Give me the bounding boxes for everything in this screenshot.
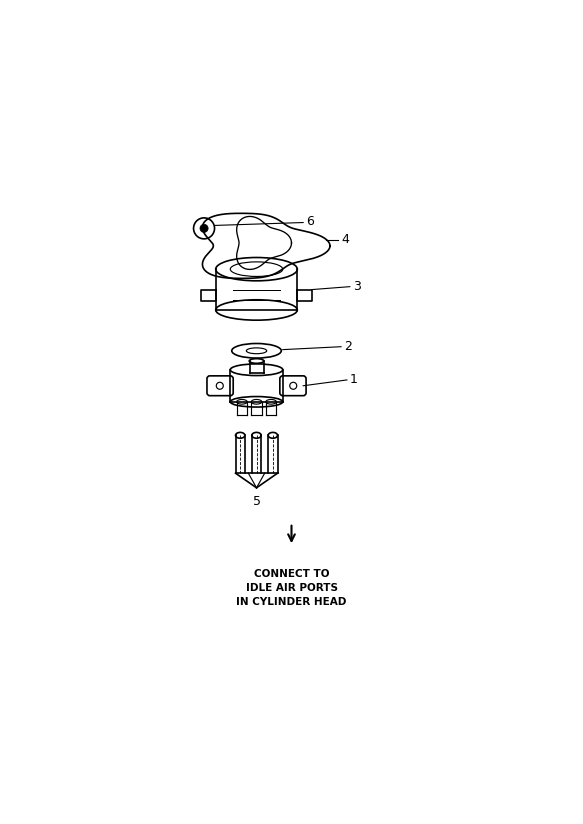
Text: 5: 5 [252, 494, 261, 508]
Text: 1: 1 [350, 372, 358, 386]
Text: CONNECT TO
IDLE AIR PORTS
IN CYLINDER HEAD: CONNECT TO IDLE AIR PORTS IN CYLINDER HE… [236, 569, 347, 607]
Text: 6: 6 [306, 215, 314, 228]
Text: 3: 3 [353, 279, 361, 293]
Text: 2: 2 [344, 339, 352, 353]
Ellipse shape [236, 433, 245, 438]
Text: 4: 4 [341, 233, 349, 246]
Circle shape [200, 224, 208, 232]
Ellipse shape [268, 433, 278, 438]
Ellipse shape [252, 433, 261, 438]
